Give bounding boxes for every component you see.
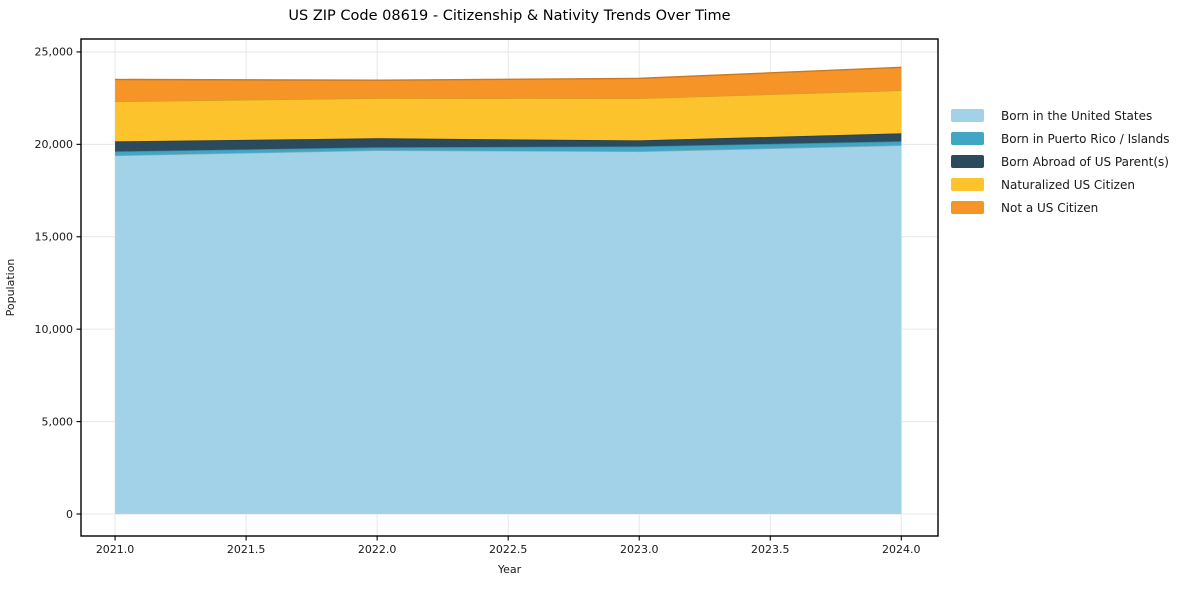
legend-label: Born in Puerto Rico / Islands	[1001, 131, 1170, 146]
legend-swatch	[951, 155, 984, 168]
legend-swatch	[951, 178, 984, 191]
legend-item-born-in-the-united-states: Born in the United States	[951, 104, 1170, 127]
x-axis-label: Year	[497, 563, 522, 576]
x-tick-label: 2022.0	[358, 543, 397, 556]
legend-item-born-abroad-of-us-parent-s-: Born Abroad of US Parent(s)	[951, 150, 1170, 173]
x-tick-label: 2023.5	[751, 543, 790, 556]
x-tick-label: 2023.0	[620, 543, 659, 556]
legend-label: Born Abroad of US Parent(s)	[1001, 154, 1169, 169]
legend-item-naturalized-us-citizen: Naturalized US Citizen	[951, 173, 1170, 196]
legend-label: Not a US Citizen	[1001, 200, 1099, 215]
y-tick-label: 15,000	[35, 231, 74, 244]
y-axis-label: Population	[4, 259, 17, 317]
legend-swatch	[951, 109, 984, 122]
legend-item-born-in-puerto-rico-islands: Born in Puerto Rico / Islands	[951, 127, 1170, 150]
y-tick-label: 0	[66, 508, 73, 521]
y-tick-label: 10,000	[35, 323, 74, 336]
area-born-in-the-united-states	[115, 145, 902, 515]
y-tick-label: 5,000	[42, 415, 74, 428]
y-tick-label: 20,000	[35, 138, 74, 151]
legend-label: Born in the United States	[1001, 108, 1153, 123]
legend-label: Naturalized US Citizen	[1001, 177, 1135, 192]
plot-border	[80, 38, 939, 537]
area-edge	[115, 66, 902, 81]
legend: Born in the United States Born in Puerto …	[951, 104, 1170, 219]
y-tick-label: 25,000	[35, 46, 74, 59]
area-born-in-puerto-rico-islands	[115, 141, 902, 156]
x-tick-label: 2021.0	[96, 543, 135, 556]
area-naturalized-us-citizen	[115, 90, 902, 142]
x-tick-label: 2022.5	[489, 543, 528, 556]
area-born-abroad-of-us-parent-s-	[115, 133, 902, 152]
x-tick-label: 2024.0	[882, 543, 921, 556]
legend-item-not-a-us-citizen: Not a US Citizen	[951, 196, 1170, 219]
x-tick-label: 2021.5	[227, 543, 266, 556]
legend-swatch	[951, 201, 984, 214]
legend-swatch	[951, 132, 984, 145]
chart-title: US ZIP Code 08619 - Citizenship & Nativi…	[288, 8, 731, 24]
